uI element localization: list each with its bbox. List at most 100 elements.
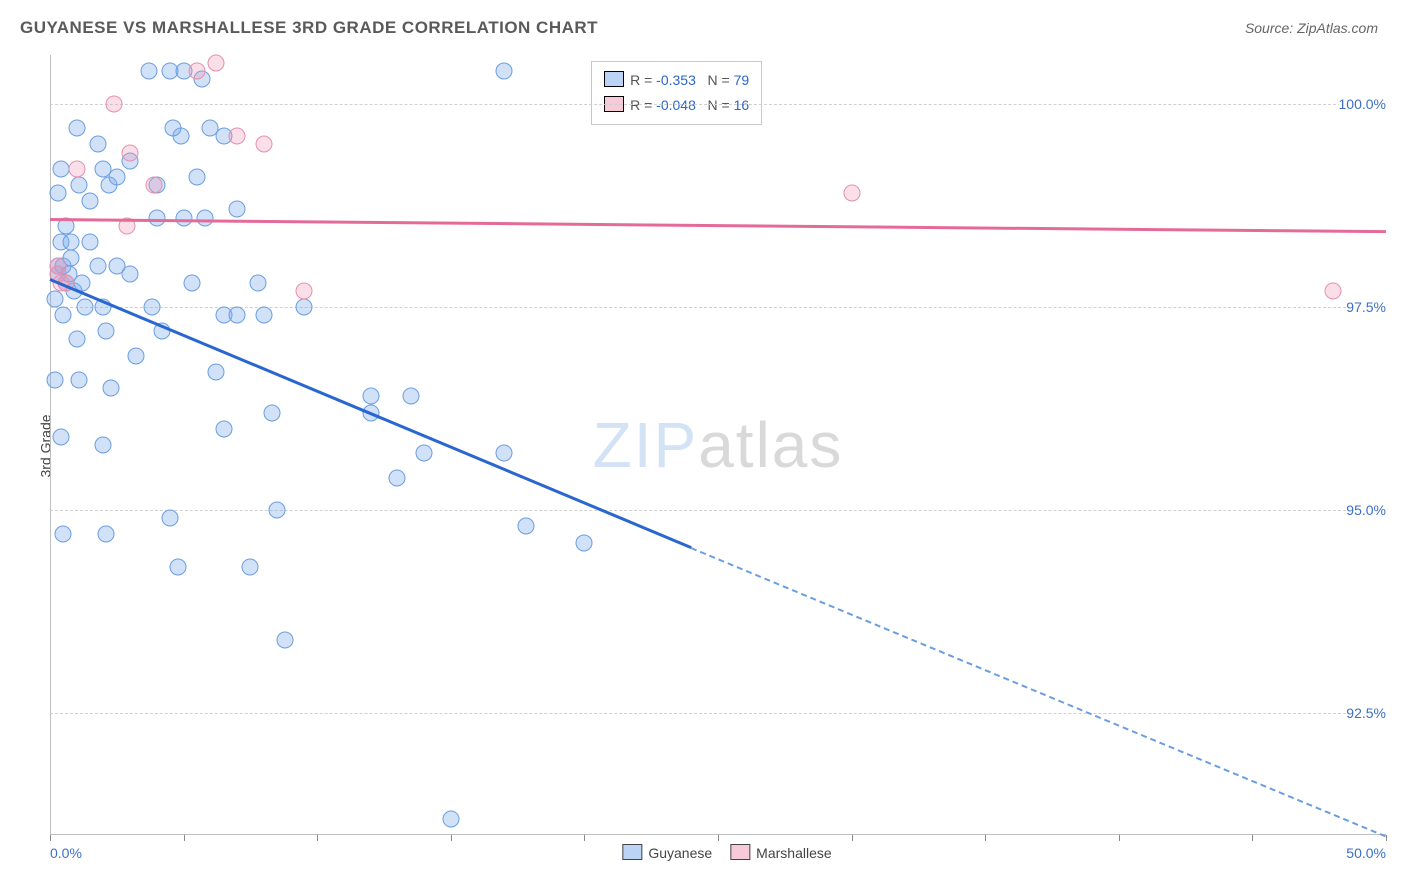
point-guyanese (148, 209, 165, 226)
point-guyanese (143, 298, 160, 315)
point-guyanese (122, 266, 139, 283)
x-tick-mark (1386, 835, 1387, 841)
point-guyanese (207, 363, 224, 380)
point-marshallese (68, 160, 85, 177)
point-guyanese (277, 632, 294, 649)
x-tick-label: 0.0% (50, 845, 82, 861)
legend-label: Marshallese (756, 845, 831, 861)
stat-n-label: N = (708, 97, 734, 113)
gridline-h (50, 307, 1386, 308)
legend-swatch-blue (622, 844, 642, 860)
legend-label: Guyanese (648, 845, 712, 861)
y-tick-label: 100.0% (1339, 96, 1390, 112)
point-marshallese (188, 63, 205, 80)
stat-n-value: 16 (734, 97, 750, 113)
point-guyanese (82, 193, 99, 210)
y-tick-label: 92.5% (1346, 705, 1390, 721)
regression-marshallese (50, 218, 1386, 233)
point-guyanese (215, 420, 232, 437)
point-guyanese (47, 372, 64, 389)
x-tick-mark (317, 835, 318, 841)
x-tick-mark (1252, 835, 1253, 841)
point-guyanese (250, 274, 267, 291)
x-tick-mark (184, 835, 185, 841)
point-guyanese (229, 201, 246, 218)
point-guyanese (389, 469, 406, 486)
point-guyanese (108, 168, 125, 185)
stat-r-label: R = (630, 72, 656, 88)
point-guyanese (71, 177, 88, 194)
watermark: ZIPatlas (593, 408, 844, 482)
point-guyanese (295, 298, 312, 315)
stat-r-label: R = (630, 97, 656, 113)
x-tick-mark (584, 835, 585, 841)
point-guyanese (127, 347, 144, 364)
x-tick-mark (985, 835, 986, 841)
stat-r-value: -0.048 (656, 97, 696, 113)
point-guyanese (98, 323, 115, 340)
point-guyanese (71, 372, 88, 389)
point-marshallese (229, 128, 246, 145)
point-guyanese (47, 290, 64, 307)
watermark-atlas: atlas (698, 409, 843, 481)
point-guyanese (255, 307, 272, 324)
point-marshallese (843, 185, 860, 202)
point-guyanese (162, 510, 179, 527)
point-guyanese (63, 233, 80, 250)
point-guyanese (496, 445, 513, 462)
point-guyanese (90, 258, 107, 275)
point-guyanese (517, 518, 534, 535)
point-guyanese (188, 168, 205, 185)
stat-row: R = -0.048 N = 16 (604, 93, 749, 118)
stat-row: R = -0.353 N = 79 (604, 68, 749, 93)
point-guyanese (68, 120, 85, 137)
point-guyanese (263, 404, 280, 421)
regression-guyanese-extrap (691, 547, 1386, 837)
gridline-h (50, 104, 1386, 105)
point-marshallese (295, 282, 312, 299)
point-guyanese (402, 388, 419, 405)
regression-guyanese (49, 279, 691, 550)
x-tick-mark (50, 835, 51, 841)
point-guyanese (76, 298, 93, 315)
x-tick-label: 50.0% (1346, 845, 1386, 861)
point-marshallese (255, 136, 272, 153)
point-guyanese (229, 307, 246, 324)
point-guyanese (170, 558, 187, 575)
legend-swatch-pink (730, 844, 750, 860)
point-guyanese (442, 810, 459, 827)
stat-r-value: -0.353 (656, 72, 696, 88)
point-guyanese (103, 380, 120, 397)
point-guyanese (175, 209, 192, 226)
watermark-zip: ZIP (593, 409, 699, 481)
point-guyanese (95, 437, 112, 454)
point-marshallese (122, 144, 139, 161)
x-tick-mark (718, 835, 719, 841)
chart-title: GUYANESE VS MARSHALLESE 3RD GRADE CORREL… (20, 18, 598, 38)
x-tick-mark (1119, 835, 1120, 841)
legend: Guyanese Marshallese (604, 844, 831, 861)
point-guyanese (242, 558, 259, 575)
point-guyanese (496, 63, 513, 80)
point-guyanese (164, 120, 181, 137)
stat-n-label: N = (708, 72, 734, 88)
gridline-h (50, 510, 1386, 511)
point-guyanese (362, 388, 379, 405)
y-tick-label: 95.0% (1346, 502, 1390, 518)
point-guyanese (50, 185, 67, 202)
point-guyanese (576, 534, 593, 551)
point-guyanese (52, 428, 69, 445)
x-tick-mark (451, 835, 452, 841)
point-guyanese (140, 63, 157, 80)
point-guyanese (55, 526, 72, 543)
gridline-h (50, 713, 1386, 714)
point-marshallese (146, 177, 163, 194)
point-marshallese (1324, 282, 1341, 299)
stat-n-value: 79 (734, 72, 750, 88)
point-marshallese (106, 95, 123, 112)
x-tick-mark (852, 835, 853, 841)
chart-source: Source: ZipAtlas.com (1245, 20, 1378, 36)
point-guyanese (90, 136, 107, 153)
point-guyanese (68, 331, 85, 348)
point-guyanese (98, 526, 115, 543)
